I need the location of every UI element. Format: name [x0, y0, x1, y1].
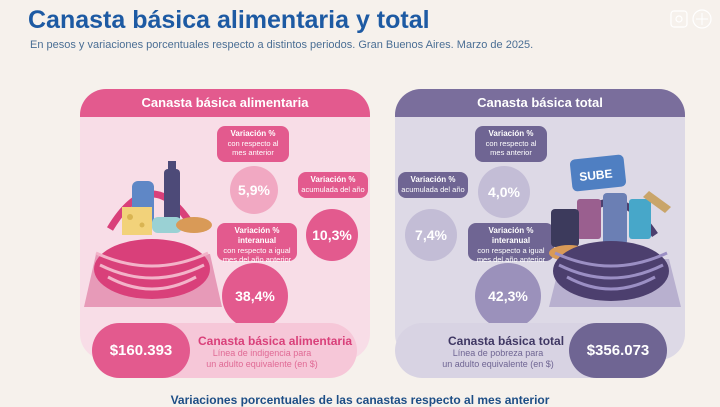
label-interannual-line2: con respecto a igual	[223, 246, 291, 255]
label-interannual-line2: con respecto a igual	[477, 246, 545, 255]
value-interannual-total: 42,3%	[475, 263, 541, 329]
footer-desc-line2: un adulto equivalente (en $)	[442, 358, 554, 369]
food-basket-illustration	[84, 161, 222, 307]
footer-desc-total: Línea de pobreza para un adulto equivale…	[432, 348, 564, 370]
bottom-section-heading: Variaciones porcentuales de las canastas…	[170, 393, 550, 407]
footer-desc-alimentaria: Línea de indigencia para un adulto equiv…	[198, 348, 326, 370]
goods-basket-illustration: SUBE	[549, 154, 681, 307]
label-annual-total: Variación % acumulada del año	[398, 172, 468, 198]
sube-card-text: SUBE	[579, 167, 614, 184]
footer-title-alimentaria: Canasta básica alimentaria	[198, 334, 353, 348]
page-title: Canasta básica alimentaria y total	[28, 6, 430, 34]
value-monthly-total: 4,0%	[478, 166, 530, 218]
footer-desc-line1: Línea de indigencia para	[212, 348, 312, 358]
label-monthly-line3: mes anterior	[490, 148, 532, 158]
label-interannual-line3: mes del año anterior	[476, 255, 546, 265]
label-interannual-total: Variación % interanual con respecto a ig…	[468, 223, 554, 265]
label-interannual-title: Variación % interanual	[488, 226, 534, 245]
footer-desc-line1: Línea de pobreza para	[452, 348, 544, 358]
panel-canasta-alimentaria: Canasta básica alimentaria Variación % c…	[80, 89, 370, 360]
label-monthly-total: Variación % con respecto al mes anterior	[475, 126, 547, 162]
label-monthly-title: Variación %	[488, 129, 534, 138]
share-icon[interactable]	[670, 8, 714, 30]
label-monthly-line3: mes anterior	[232, 148, 274, 158]
footer-title-total: Canasta básica total	[448, 334, 565, 348]
page-subtitle: En pesos y variaciones porcentuales resp…	[30, 39, 534, 51]
label-interannual-line3: mes del año anterior	[222, 255, 292, 265]
panel-header-total: Canasta básica total	[395, 89, 685, 117]
label-interannual-title: Variación % interanual	[234, 226, 280, 245]
label-annual-line2: acumulada del año	[401, 185, 465, 194]
value-monthly-alimentaria: 5,9%	[230, 166, 278, 214]
value-interannual-alimentaria: 38,4%	[222, 263, 288, 329]
label-annual-title: Variación %	[410, 175, 456, 184]
label-annual-line2: acumulada del año	[301, 185, 365, 194]
amount-total: $356.073	[569, 323, 667, 378]
label-annual-alimentaria: Variación % acumulada del año	[298, 172, 368, 198]
amount-alimentaria: $160.393	[92, 323, 190, 378]
panel-header-alimentaria: Canasta básica alimentaria	[80, 89, 370, 117]
label-annual-title: Variación %	[310, 175, 356, 184]
label-monthly-line2: con respecto al	[227, 139, 279, 148]
footer-desc-line2: un adulto equivalente (en $)	[206, 358, 318, 369]
panel-canasta-total: Canasta básica total Variación % con res…	[395, 89, 685, 360]
label-interannual-alimentaria: Variación % interanual con respecto a ig…	[217, 223, 297, 265]
label-monthly-title: Variación %	[230, 129, 276, 138]
value-annual-alimentaria: 10,3%	[306, 209, 358, 261]
label-monthly-alimentaria: Variación % con respecto al mes anterior	[217, 126, 289, 162]
label-monthly-line2: con respecto al	[485, 139, 537, 148]
value-annual-total: 7,4%	[405, 209, 457, 261]
